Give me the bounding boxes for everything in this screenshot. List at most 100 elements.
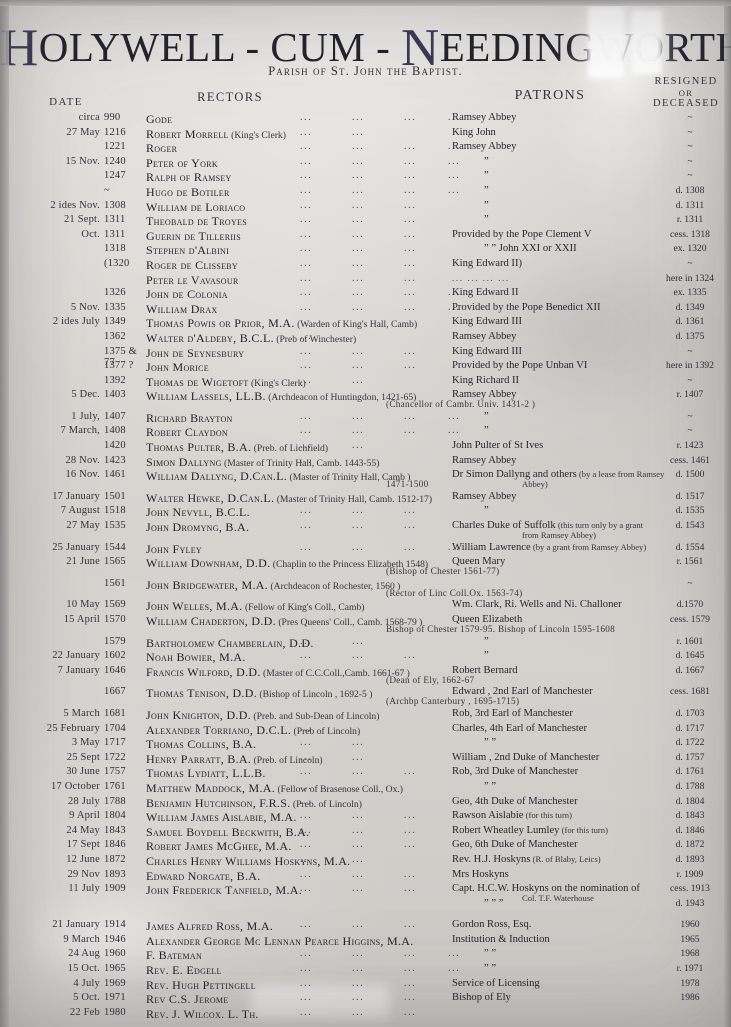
rector-name: Thomas Powis or Prior, M.A. bbox=[146, 316, 295, 331]
patron-name: ” bbox=[484, 650, 489, 662]
row-date-year: 1362 bbox=[104, 330, 126, 342]
leader-dots: ... bbox=[404, 824, 417, 836]
row-patron: ” bbox=[452, 425, 658, 436]
row-resigned-or-deceased: d. 1788 bbox=[675, 780, 705, 792]
leader-dots: ... bbox=[300, 214, 313, 226]
row-rector: John de Seynesbury bbox=[146, 346, 446, 361]
leader-dots: ... bbox=[300, 425, 313, 437]
row-rector: Stephen d'Albini bbox=[146, 243, 446, 258]
table-row: 5 Dec. 1403 William Lassels, LL.B. (Archde… bbox=[0, 389, 731, 409]
leader-dots: ... bbox=[404, 883, 417, 895]
row-resigned-or-deceased: d. 1543 bbox=[675, 520, 705, 532]
row-patron: Provided by the Pope Clement V bbox=[452, 229, 658, 240]
row-rector: John Fyley bbox=[146, 542, 446, 557]
row-rector: James Alfred Ross, M.A. bbox=[146, 919, 446, 934]
row-date-year: 1501 bbox=[104, 490, 126, 502]
row-date-year: 1646 bbox=[104, 664, 126, 676]
row-patron: ” ” bbox=[452, 781, 658, 792]
row-date-year: 1569 bbox=[104, 599, 126, 611]
board-edge-top bbox=[0, 0, 731, 6]
row-resigned-or-deceased: r. 1423 bbox=[676, 440, 704, 452]
row-date-year: 1216 bbox=[104, 126, 126, 138]
row-date-day: Oct. bbox=[81, 228, 100, 240]
rector-name: James Alfred Ross, M.A. bbox=[146, 919, 274, 934]
leader-dots: ... bbox=[404, 977, 417, 989]
row-date-year: 1461 bbox=[104, 469, 126, 481]
leader-dots: ... bbox=[300, 184, 313, 196]
row-patron: ” bbox=[452, 650, 658, 661]
leader-dots: ... bbox=[404, 155, 417, 167]
rector-name: Thomas Pulter, B.A. bbox=[146, 440, 252, 455]
leader-dots: ... bbox=[352, 751, 365, 763]
leader-dots: ... bbox=[300, 977, 313, 989]
row-resigned-or-deceased: d. 1517 bbox=[675, 490, 705, 502]
row-patron: ” ” bbox=[452, 948, 658, 959]
rector-name: Rev C.S. Jerome bbox=[146, 992, 229, 1007]
leader-dots: ... bbox=[300, 948, 313, 960]
leader-dots: ... bbox=[448, 287, 461, 299]
patron-name: Ramsey Abbey bbox=[452, 141, 517, 153]
table-row: circa 990 Gode............ Ramsey Abbey ~ bbox=[0, 112, 731, 127]
leader-dots: ... bbox=[300, 751, 313, 763]
row-resigned-or-deceased: d. 1375 bbox=[675, 330, 705, 342]
patron-name: ” bbox=[484, 410, 489, 422]
rector-name: Simon Dallyng bbox=[146, 454, 222, 469]
rector-note: (Preb. of Lichfield) bbox=[251, 443, 329, 455]
leader-dots: ... bbox=[404, 992, 417, 1004]
row-rector: William Lassels, LL.B. (Archdeacon of Hu… bbox=[146, 389, 535, 409]
row-rector: Rev. E. Edgell bbox=[146, 963, 446, 978]
leader-dots: ... bbox=[300, 883, 313, 895]
row-date-day: 7 January bbox=[57, 664, 100, 676]
rector-note: (Preb of Winchester) bbox=[273, 333, 357, 345]
rector-name: William Downham, D.D. bbox=[146, 556, 271, 571]
row-rector: Thomas Lydiatt, L.L.B. bbox=[146, 766, 446, 781]
row-date-day: 30 June bbox=[66, 766, 100, 778]
table-row: 29 Nov 1893 Edward Norgate, B.A.......... M… bbox=[0, 869, 731, 884]
rector-note: (King's Clerk) bbox=[248, 377, 306, 389]
leader-dots: ... bbox=[300, 599, 313, 611]
resigned-line2: OR bbox=[678, 88, 694, 99]
rector-note-second-line: 1471-1500 bbox=[386, 479, 429, 490]
leader-dots: ... bbox=[352, 199, 365, 211]
rector-note: (Chaplin to the Princess Elizabeth 1548) bbox=[270, 559, 429, 571]
row-rector: Guerin de Tilleriis bbox=[146, 229, 446, 244]
table-row: 12 June 1872 Charles Henry Williams Hoskyn… bbox=[0, 854, 731, 869]
row-date-day: 25 January bbox=[52, 541, 100, 553]
row-date-year: 1761 bbox=[104, 780, 126, 792]
patron-name: William Lawrence bbox=[452, 541, 531, 553]
patron-name: ” bbox=[484, 425, 489, 437]
patron-name: Bishop of Ely bbox=[452, 992, 511, 1004]
table-row: 27 May 1216 Robert Morrell (King's Clerk).… bbox=[0, 127, 731, 142]
patron-name: Rob, 3rd Earl of Manchester bbox=[452, 707, 573, 719]
rector-note-second-line: (Chancellor of Cambr. Univ. 1431-2 ) bbox=[386, 399, 536, 410]
rector-note-second-line: (Dean of Ely, 1662-67 bbox=[386, 674, 475, 685]
leader-dots: ... bbox=[352, 1006, 365, 1018]
row-resigned-or-deceased: ex. 1335 bbox=[673, 287, 707, 299]
leader-dots: ... bbox=[404, 257, 417, 269]
rector-name: William de Loriaco bbox=[146, 199, 246, 214]
row-rector: Peter le Vavasour bbox=[146, 273, 446, 288]
row-rector: Thomas Powis or Prior, M.A. (Warden of K… bbox=[146, 316, 446, 331]
row-patron: Rev. H.J. Hoskyns (R. of Blaby, Leics) bbox=[452, 854, 658, 865]
patron-name: King John bbox=[452, 126, 496, 138]
row-rector: John Nevyll, B.C.L. bbox=[146, 505, 446, 520]
page-subtitle: Parish of St. John the Baptist. bbox=[268, 64, 463, 78]
rector-name: Francis Wilford, D.D. bbox=[146, 664, 261, 679]
rector-note: (Archdeacon of Huntingdon, 1421-65) bbox=[265, 392, 417, 404]
row-patron: John Pulter of St Ives bbox=[452, 440, 658, 451]
table-row: 1420 Thomas Pulter, B.A. (Preb. of Lichfi… bbox=[0, 440, 731, 455]
leader-dots: ... bbox=[404, 345, 417, 357]
leader-dots: ... bbox=[300, 780, 313, 792]
rector-note-second-line: (Bishop of Chester 1561-77) bbox=[386, 566, 500, 577]
rector-name: William James Aislabie, M.A. bbox=[146, 810, 297, 825]
row-patron: Ramsey Abbey bbox=[452, 331, 658, 342]
table-row: 15 Nov. 1240 Peter of York............ ” ~ bbox=[0, 156, 731, 171]
row-resigned-or-deceased: ~ bbox=[687, 257, 693, 269]
rector-name: John Dromyng, B.A. bbox=[146, 520, 250, 535]
rector-note: (Preb. and Sub-Dean of Lincoln) bbox=[251, 710, 380, 722]
leader-dots: ... bbox=[404, 228, 417, 240]
row-date-year: 1311 bbox=[104, 228, 126, 240]
row-rector: Thomas Pulter, B.A. (Preb. of Lichfield) bbox=[146, 440, 446, 455]
row-rector: Rev. Hugh Pettingell bbox=[146, 978, 446, 993]
table-row: ” ” ” d. 1943 bbox=[0, 898, 731, 913]
